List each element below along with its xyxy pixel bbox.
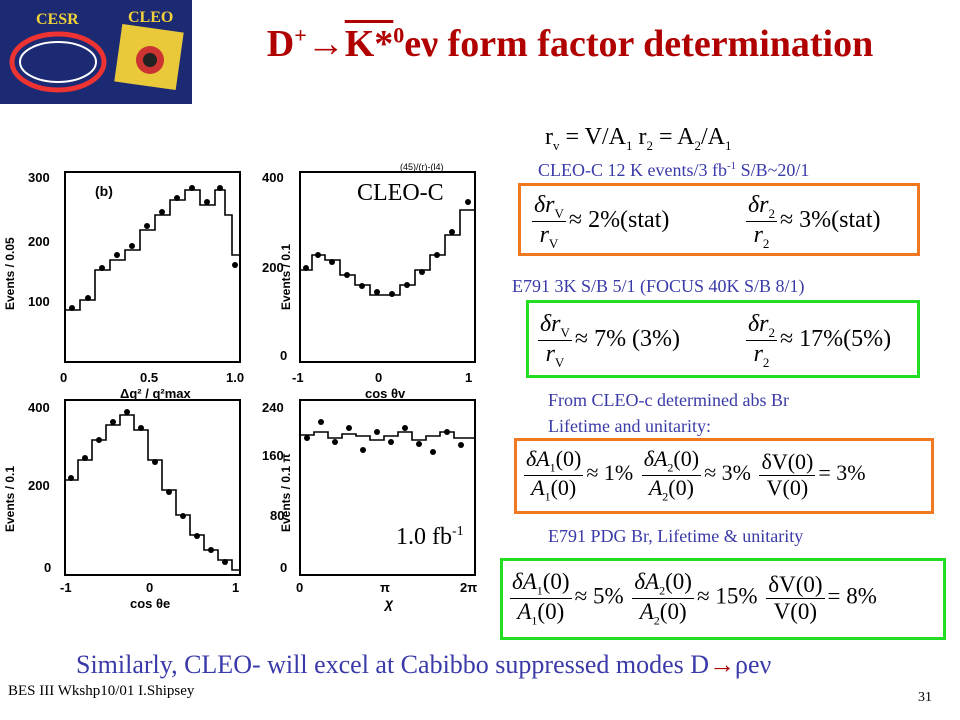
svg-text:Events / 0.1 π: Events / 0.1 π — [279, 453, 293, 532]
svg-text:200: 200 — [28, 234, 50, 249]
svg-text:0: 0 — [296, 580, 303, 595]
svg-text:Events / 0.05: Events / 0.05 — [3, 237, 17, 310]
svg-text:0: 0 — [44, 560, 51, 575]
svg-text:0: 0 — [146, 580, 153, 595]
svg-text:2π: 2π — [460, 580, 477, 595]
svg-text:1: 1 — [232, 580, 239, 595]
plot-cos-theta-e: 400 200 0 -1 0 1 cos θe Events / 0.1 — [3, 399, 241, 611]
svg-text:-1: -1 — [60, 580, 72, 595]
svg-text:π: π — [380, 580, 390, 595]
distribution-plots: (b) 300 200 100 0 0.5 1.0 Δq² / q²max Ev… — [0, 160, 490, 630]
svg-text:Events / 0.1: Events / 0.1 — [279, 244, 293, 310]
cleo-c-overlay-label: CLEO-C — [355, 180, 446, 207]
svg-text:1: 1 — [465, 370, 472, 385]
svg-text:χ: χ — [383, 595, 394, 611]
plot-cos-theta-v: (45)/(r)-(l4) 400 200 0 -1 0 1 cos θv Ev… — [262, 162, 476, 401]
ratio-definition: rv = V/A1 r2 = A2/A1 — [545, 124, 732, 153]
logo-cleo-text: CLEO — [128, 9, 173, 26]
page-number: 31 — [918, 690, 932, 705]
svg-text:100: 100 — [28, 294, 50, 309]
svg-text:1.0: 1.0 — [226, 370, 244, 385]
svg-text:400: 400 — [28, 400, 50, 415]
cleo-ratio-precision-box: δrV rV ≈ 2%(stat) δr2 r2 ≈ 3%(stat) — [518, 183, 920, 256]
svg-text:0: 0 — [375, 370, 382, 385]
svg-text:Events / 0.1: Events / 0.1 — [3, 466, 17, 532]
e791-events-line: E791 3K S/B 5/1 (FOCUS 40K S/B 8/1) — [512, 276, 805, 296]
svg-text:cos θe: cos θe — [130, 596, 170, 611]
plot-chi: 240 160 80 0 0 π 2π χ Events / 0.1 π — [262, 399, 477, 611]
svg-text:0.5: 0.5 — [140, 370, 158, 385]
panel-label-b: (b) — [95, 183, 113, 199]
cesr-cleo-logo: CESR CLEO — [0, 0, 192, 104]
svg-text:0: 0 — [280, 560, 287, 575]
cleo-c-events-line: CLEO-C 12 K events/3 fb-1 S/B~20/1 — [538, 160, 810, 180]
svg-text:200: 200 — [262, 260, 284, 275]
e791-formfactor-precision-box: δA1(0) A1(0) ≈ 5% δA2(0) A2(0) ≈ 15% δV(0) V(… — [500, 558, 946, 640]
from-cleo-line: From CLEO-c determined abs Br — [548, 390, 789, 410]
svg-text:80: 80 — [270, 508, 284, 523]
svg-text:-1: -1 — [292, 370, 304, 385]
plot-q2: (b) 300 200 100 0 0.5 1.0 Δq² / q²max Ev… — [3, 170, 244, 401]
e791-pdg-line: E791 PDG Br, Lifetime & unitarity — [548, 526, 804, 546]
svg-text:400: 400 — [262, 170, 284, 185]
svg-text:160: 160 — [262, 448, 284, 463]
luminosity-label: 1.0 fb-1 — [396, 524, 464, 550]
svg-text:300: 300 — [28, 170, 50, 185]
lifetime-unitarity-line: Lifetime and unitarity: — [548, 416, 711, 436]
svg-text:0: 0 — [60, 370, 67, 385]
summary-line: Similarly, CLEO- will excel at Cabibbo s… — [76, 650, 772, 679]
slide-title: D+→K*0eν form factor determination — [266, 22, 874, 65]
svg-text:Δq² / q²max: Δq² / q²max — [120, 386, 192, 401]
logo-cesr-text: CESR — [36, 11, 79, 28]
svg-text:240: 240 — [262, 400, 284, 415]
svg-text:200: 200 — [28, 478, 50, 493]
svg-text:0: 0 — [280, 348, 287, 363]
cleo-formfactor-precision-box: δA1(0) A1(0) ≈ 1% δA2(0) A2(0) ≈ 3% δV(0) V(0… — [514, 438, 934, 514]
corner-label: (45)/(r)-(l4) — [400, 162, 444, 172]
footer-credit: BES III Wkshp10/01 I.Shipsey — [8, 683, 195, 699]
e791-ratio-precision-box: δrV rV ≈ 7% (3%) δr2 r2 ≈ 17%(5%) — [526, 300, 920, 378]
svg-text:cos θv: cos θv — [365, 386, 406, 401]
